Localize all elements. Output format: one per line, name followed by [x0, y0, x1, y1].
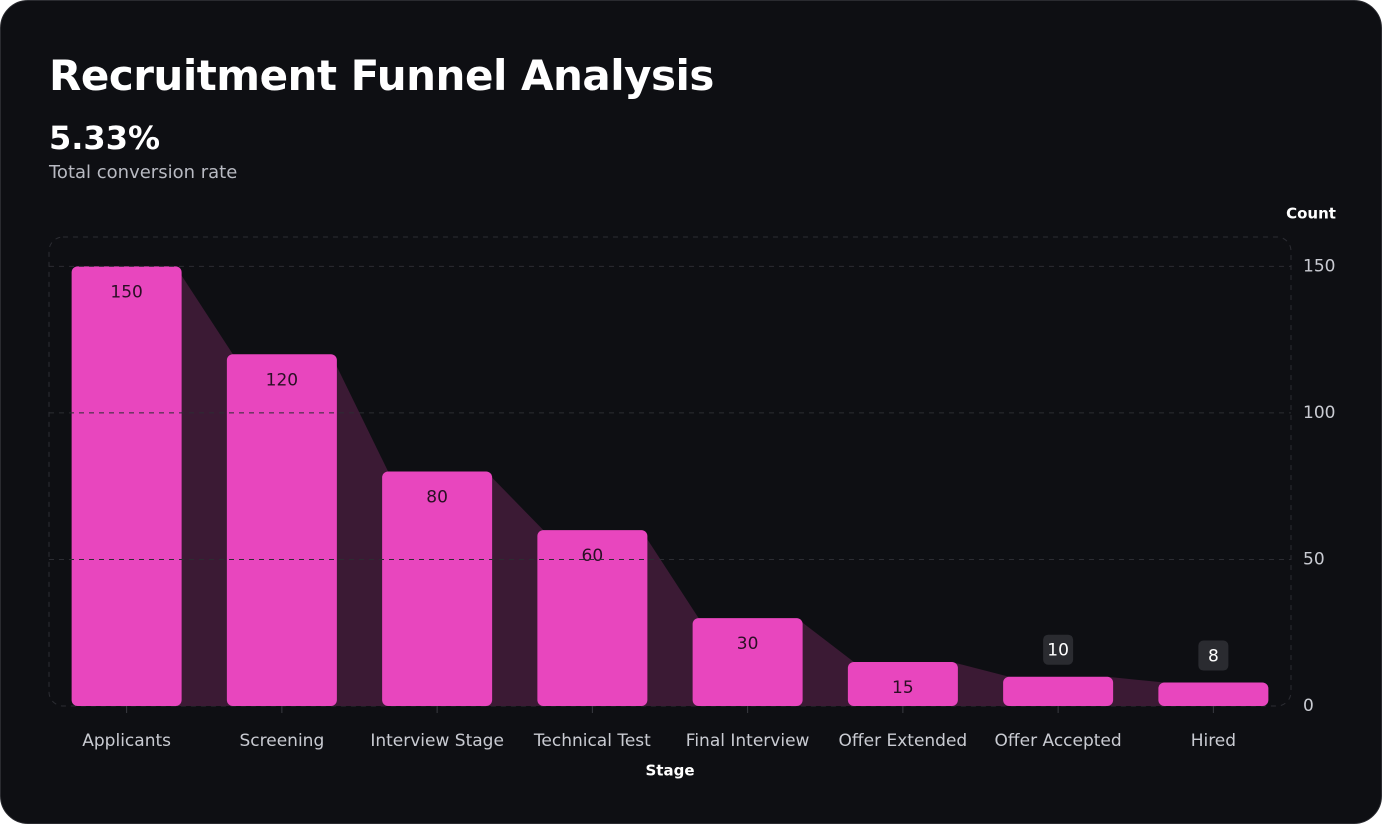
connector [330, 354, 389, 706]
x-tick-label: Applicants [82, 731, 171, 751]
x-axis-title: Stage [645, 762, 694, 780]
x-tick-label: Offer Extended [839, 731, 968, 751]
connectors [175, 266, 1165, 706]
bar [692, 618, 803, 706]
bar [71, 266, 182, 706]
value-label: 80 [426, 488, 448, 508]
bar [847, 662, 958, 706]
connector [796, 618, 854, 706]
bars: 150 120 80 60 30 15 10 8 [71, 266, 1269, 706]
x-tick-label: Hired [1191, 731, 1236, 751]
bar [226, 354, 337, 706]
y-tick-label: 100 [1303, 403, 1335, 423]
x-tick-label: Interview Stage [370, 731, 504, 751]
connector [951, 662, 1010, 706]
kpi-label: Total conversion rate [49, 162, 238, 183]
value-label: 30 [737, 634, 759, 654]
y-tick-label: 150 [1303, 256, 1335, 276]
chart-title: Recruitment Funnel Analysis [49, 51, 714, 100]
value-label: 60 [582, 546, 604, 566]
x-tick-label: Technical Test [533, 731, 651, 751]
value-label-bg [1043, 634, 1074, 665]
value-label: 120 [266, 370, 298, 390]
bar [382, 471, 493, 706]
bar [1158, 682, 1269, 706]
y-axis-title: Count [1286, 205, 1336, 223]
connector [486, 471, 544, 706]
value-label: 15 [892, 678, 914, 698]
bar [1003, 676, 1114, 706]
y-tick-label: 0 [1303, 696, 1314, 716]
value-label: 10 [1047, 641, 1069, 661]
x-tick-label: Screening [240, 731, 325, 751]
x-tick-label: Final Interview [686, 731, 810, 751]
x-tick-label: Offer Accepted [995, 731, 1122, 751]
value-label-bg [1198, 640, 1229, 671]
connector [1107, 676, 1165, 706]
y-tick-label: 50 [1303, 549, 1325, 569]
connector [175, 266, 233, 706]
kpi-value: 5.33% [49, 119, 161, 157]
connector [641, 530, 699, 706]
value-label: 8 [1208, 647, 1219, 667]
bar [537, 530, 648, 706]
value-label: 150 [110, 282, 142, 302]
